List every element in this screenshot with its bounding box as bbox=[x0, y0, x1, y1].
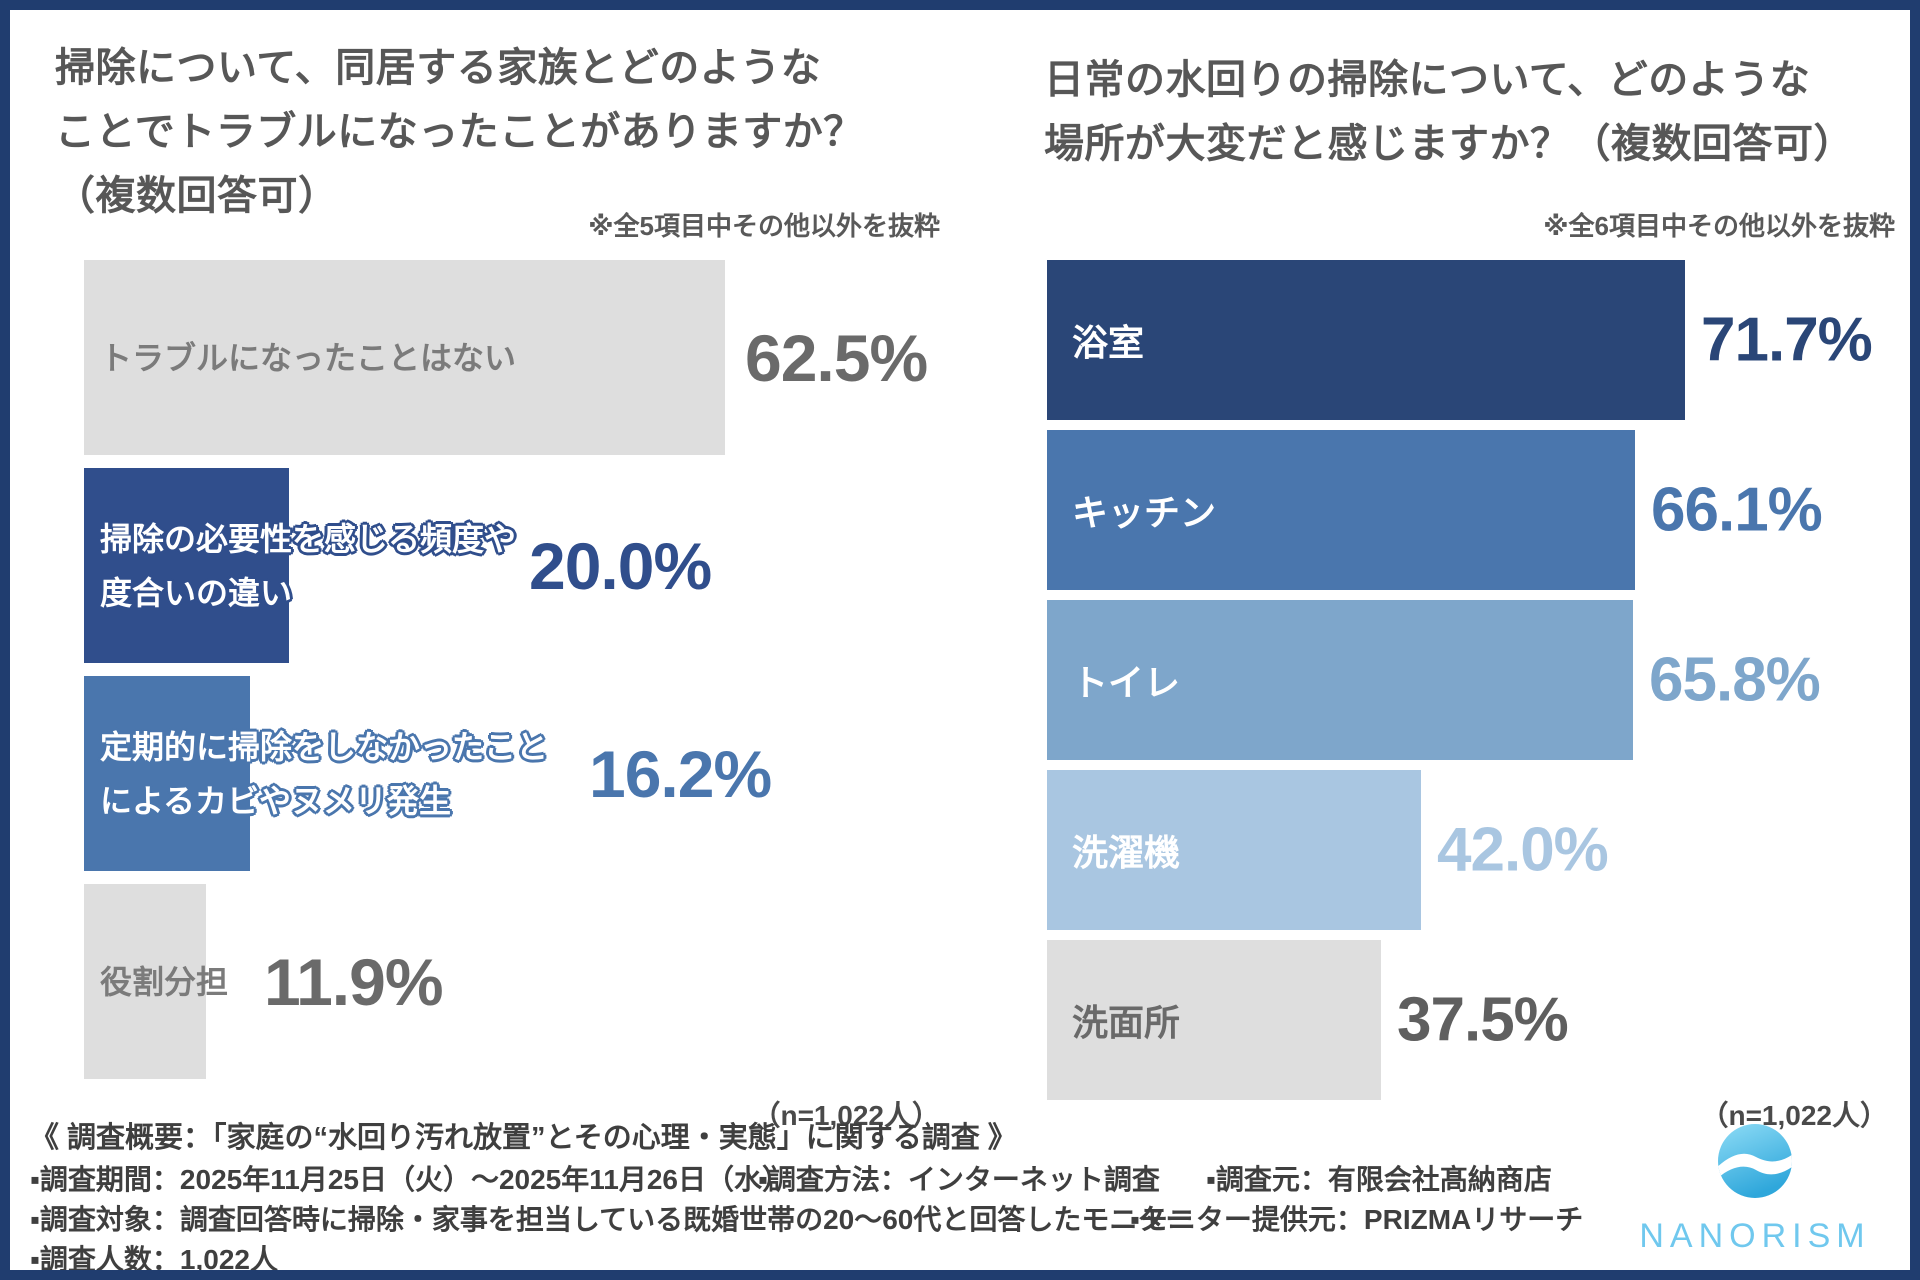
survey-method: ▪調査方法：インターネット調査 bbox=[758, 1164, 1160, 1195]
survey-period: ▪調査期間：2025年11月25日（火）～2025年11月26日（水） bbox=[30, 1164, 790, 1195]
bar-label: 洗濯機 bbox=[1072, 832, 1181, 873]
bar-label: キッチン bbox=[1072, 492, 1217, 533]
bar-row-role-sharing: 役割分担 11.9% bbox=[84, 884, 1110, 1079]
bar-row-washing-machine: 洗濯機 42.0% bbox=[1047, 770, 1920, 930]
bar-label-line1: 定期的に掃除をしなかったこと bbox=[98, 727, 549, 766]
bar-row-mold-slime: 定期的に掃除をしなかったこと によるカビやヌメリ発生 16.2% bbox=[84, 676, 1110, 871]
bar-row-frequency-difference: 掃除の必要性を感じる頻度や 度合いの違い 20.0% bbox=[84, 468, 1110, 663]
bar-fill bbox=[1047, 260, 1686, 420]
bar-label: 掃除の必要性を感じる頻度や 度合いの違い bbox=[98, 512, 517, 620]
bar-row-toilet: トイレ 65.8% bbox=[1047, 600, 1920, 760]
bar-row-kitchen: キッチン 66.1% bbox=[1047, 430, 1920, 590]
bar-fill bbox=[84, 468, 290, 663]
bar-value: 71.7% bbox=[1701, 305, 1873, 375]
left-title-line3: （複数回答可） bbox=[55, 174, 339, 218]
survey-participants: ▪調査人数：1,022人 bbox=[30, 1244, 278, 1275]
bar-label: 洗面所 bbox=[1072, 1002, 1181, 1043]
left-chart-title: 掃除について、同居する家族とどのような ことでトラブルになったことがありますか？… bbox=[55, 36, 864, 228]
bar-label-line2: によるカビやヌメリ発生 bbox=[98, 781, 452, 820]
bar-value: 11.9% bbox=[264, 944, 443, 1019]
bar-fill bbox=[84, 676, 251, 871]
bar-fill bbox=[84, 260, 726, 455]
bar-fill bbox=[1047, 770, 1421, 930]
right-chart-title: 日常の水回りの掃除について、どのような 場所が大変だと感じますか？（複数回答可） bbox=[1044, 48, 1854, 176]
right-chart: 浴室 71.7% キッチン 66.1% トイレ 65.8% 洗濯機 42.0% … bbox=[1047, 260, 1920, 1110]
bar-fill bbox=[1047, 600, 1633, 760]
bar-value: 62.5% bbox=[745, 320, 928, 395]
right-title-line1: 日常の水回りの掃除について、どのような bbox=[1044, 58, 1811, 102]
left-chart-note: ※全5項目中その他以外を抜粋 bbox=[588, 211, 940, 241]
survey-summary: 《 調査概要：「家庭の“水回り汚れ放置”とその心理・実態」に関する調査 》 bbox=[30, 1122, 1017, 1154]
bar-row-no-trouble: トラブルになったことはない 62.5% bbox=[84, 260, 1110, 455]
survey-monitor-provider: ▪モニター提供元：PRIZMAリサーチ bbox=[1130, 1204, 1584, 1235]
right-title-line2: 場所が大変だと感じますか？（複数回答可） bbox=[1044, 122, 1854, 166]
bar-label-line1: 掃除の必要性を感じる頻度や bbox=[98, 519, 517, 558]
bar-fill bbox=[1047, 940, 1381, 1100]
bar-fill bbox=[1047, 430, 1636, 590]
nanorism-logo: NANORISM bbox=[1630, 1124, 1880, 1256]
bar-value: 65.8% bbox=[1649, 645, 1821, 715]
bar-row-bathroom: 浴室 71.7% bbox=[1047, 260, 1920, 420]
left-title-line2: ことでトラブルになったことがありますか？ bbox=[55, 110, 864, 154]
left-chart: トラブルになったことはない 62.5% 掃除の必要性を感じる頻度や 度合いの違い… bbox=[84, 260, 1110, 1092]
bar-value: 42.0% bbox=[1437, 815, 1609, 885]
left-sample-size: （n=1,022人） bbox=[752, 1100, 940, 1131]
left-title-line1: 掃除について、同居する家族とどのような bbox=[55, 46, 822, 90]
wave-circle-icon bbox=[1718, 1124, 1792, 1198]
bar-label: 役割分担 bbox=[100, 963, 229, 1000]
bar-label: 定期的に掃除をしなかったこと によるカビやヌメリ発生 bbox=[98, 720, 549, 828]
bar-value: 16.2% bbox=[589, 736, 772, 811]
bar-fill bbox=[84, 884, 207, 1079]
logo-wordmark: NANORISM bbox=[1639, 1217, 1871, 1255]
bar-value: 37.5% bbox=[1397, 985, 1569, 1055]
right-chart-note: ※全6項目中その他以外を抜粋 bbox=[1543, 211, 1895, 241]
survey-source: ▪調査元：有限会社髙納商店 bbox=[1206, 1164, 1552, 1195]
bar-label-line2: 度合いの違い bbox=[98, 573, 293, 612]
bar-value: 20.0% bbox=[529, 528, 712, 603]
bar-label: 浴室 bbox=[1072, 322, 1145, 363]
right-sample-size: （n=1,022人） bbox=[1700, 1100, 1888, 1131]
bar-value: 66.1% bbox=[1651, 475, 1823, 545]
bar-row-washstand: 洗面所 37.5% bbox=[1047, 940, 1920, 1100]
bar-label: トラブルになったことはない bbox=[100, 339, 517, 376]
bar-label: トイレ bbox=[1072, 662, 1181, 703]
survey-target: ▪調査対象：調査回答時に掃除・家事を担当している既婚世帯の20～60代と回答した… bbox=[30, 1204, 1194, 1235]
